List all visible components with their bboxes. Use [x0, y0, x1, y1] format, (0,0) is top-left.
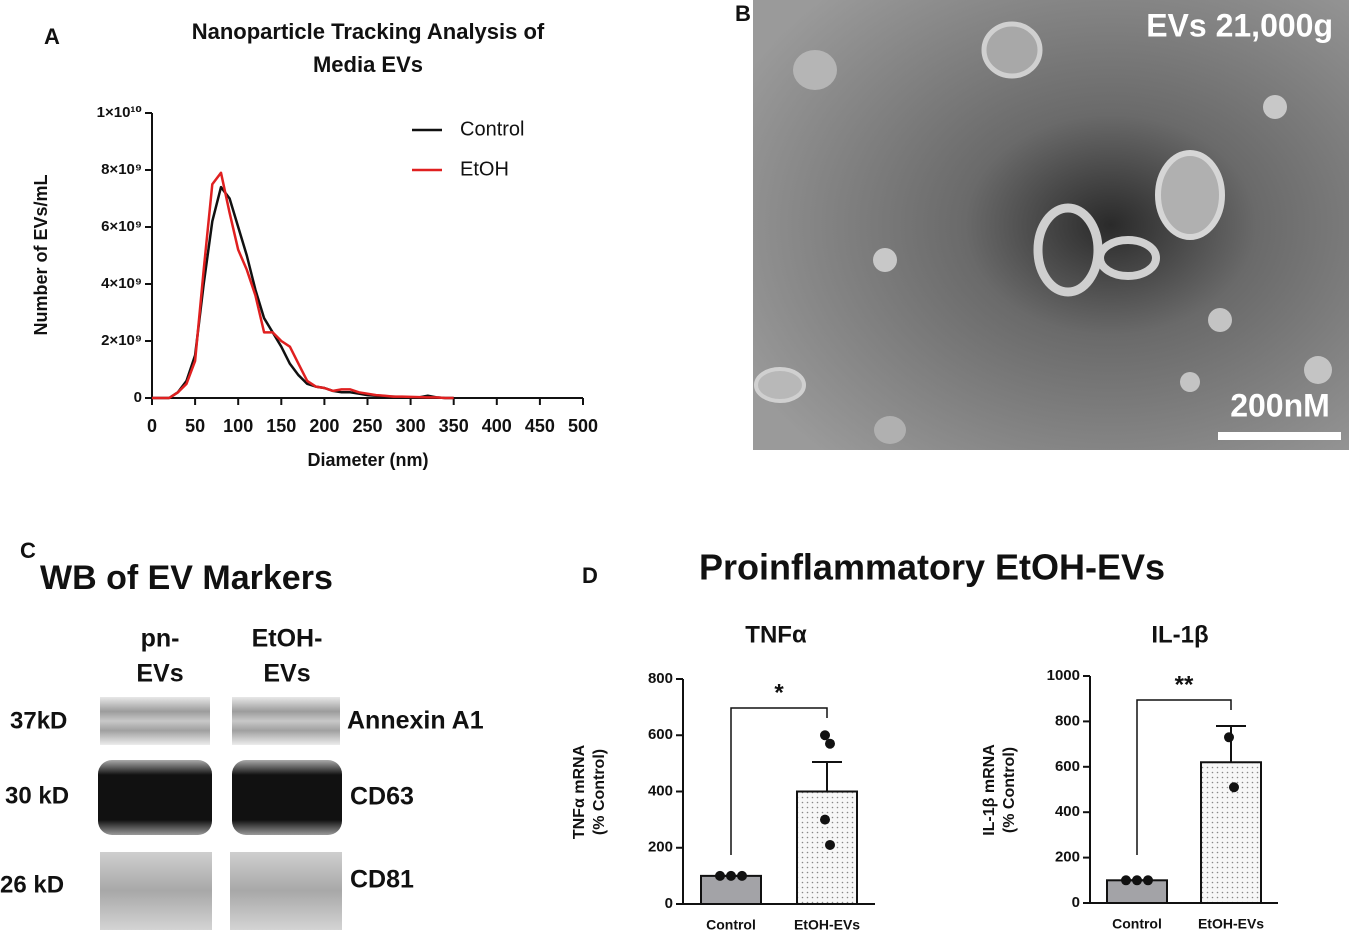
x-tick-label: 50: [185, 416, 205, 436]
data-point: [737, 870, 747, 881]
column-header: EtOH-: [252, 625, 323, 653]
y-tick-label: 0: [134, 389, 142, 406]
data-line: [152, 171, 454, 400]
y-axis-label: (% Control): [591, 749, 608, 835]
data-point: [820, 814, 830, 825]
chart-title: TNFα: [745, 621, 807, 648]
y-tick-label: 800: [1055, 712, 1080, 729]
y-tick-label: 4×10⁹: [101, 275, 142, 292]
x-tick-label: Control: [706, 917, 756, 933]
x-tick-label: 200: [309, 416, 339, 436]
panel-label: B: [735, 1, 751, 26]
x-tick-label: 300: [396, 416, 426, 436]
data-point: [825, 738, 835, 749]
row-size: 37kD: [10, 707, 67, 734]
x-tick-label: 350: [439, 416, 469, 436]
data-point: [1143, 875, 1153, 886]
y-axis-label: TNFα mRNA: [571, 744, 588, 839]
y-tick-label: 200: [648, 839, 673, 856]
chart-title: Nanoparticle Tracking Analysis of: [192, 19, 545, 44]
data-point: [1224, 732, 1234, 743]
y-tick-label: 2×10⁹: [101, 332, 142, 349]
data-point: [825, 839, 835, 850]
data-point: [726, 870, 736, 881]
blot-bands: [98, 697, 342, 930]
data-point: [1229, 782, 1239, 793]
y-tick-label: 0: [1072, 894, 1080, 911]
x-tick-label: 450: [525, 416, 555, 436]
panel-label: C: [20, 538, 36, 563]
y-tick-label: 200: [1055, 849, 1080, 866]
y-axis-label: (% Control): [1001, 747, 1018, 833]
y-tick-label: 400: [1055, 803, 1080, 820]
scale-bar-label: 200nM: [1230, 387, 1330, 423]
x-tick-label: Control: [1112, 916, 1162, 932]
significance-label: *: [774, 679, 784, 706]
y-tick-label: 6×10⁹: [101, 218, 142, 235]
panel-label: A: [44, 24, 60, 49]
panel-title: Proinflammatory EtOH-EVs: [699, 547, 1165, 588]
significance-bracket: [730, 707, 828, 855]
x-tick-label: 0: [147, 416, 157, 436]
x-tick-label: 400: [482, 416, 512, 436]
column-header: pn-: [141, 625, 180, 653]
x-axis-label: Diameter (nm): [307, 450, 428, 470]
panel-label: D: [582, 563, 598, 588]
legend-label: Control: [460, 118, 524, 140]
row-size: 30 kD: [5, 782, 69, 809]
row-marker: CD63: [350, 783, 414, 811]
x-tick-label: 150: [266, 416, 296, 436]
row-size: 26 kD: [0, 871, 64, 898]
legend-label: EtOH: [460, 158, 509, 180]
y-tick-label: 8×10⁹: [101, 161, 142, 178]
y-tick-label: 1000: [1047, 667, 1080, 684]
y-tick-label: 0: [665, 895, 673, 912]
chart-title: Media EVs: [313, 52, 423, 77]
y-axis-label: IL-1β mRNA: [981, 744, 998, 836]
data-point: [820, 730, 830, 741]
y-tick-label: 600: [1055, 758, 1080, 775]
y-tick-label: 600: [648, 726, 673, 743]
y-tick-label: 400: [648, 782, 673, 799]
x-tick-label: 500: [568, 416, 598, 436]
column-header: EVs: [263, 660, 310, 688]
data-point: [715, 870, 725, 881]
x-tick-label: EtOH-EVs: [794, 917, 860, 933]
row-marker: CD81: [350, 866, 414, 894]
y-axis-label: Number of EVs/mL: [31, 174, 51, 335]
chart-title: IL-1β: [1151, 621, 1208, 648]
x-tick-label: EtOH-EVs: [1198, 916, 1264, 932]
data-point: [1132, 875, 1142, 886]
y-tick-label: 800: [648, 670, 673, 687]
data-line: [152, 185, 454, 400]
blot-title: WB of EV Markers: [40, 559, 333, 597]
row-marker: Annexin A1: [347, 707, 484, 735]
tem-image: [753, 0, 1349, 450]
data-point: [1121, 875, 1131, 886]
image-caption: EVs 21,000g: [1146, 7, 1333, 43]
y-tick-label: 1×10¹⁰: [97, 104, 142, 121]
column-header: EVs: [136, 660, 183, 688]
significance-bracket: [1136, 699, 1232, 855]
x-tick-label: 100: [223, 416, 253, 436]
significance-label: **: [1175, 671, 1194, 698]
x-tick-label: 250: [352, 416, 382, 436]
